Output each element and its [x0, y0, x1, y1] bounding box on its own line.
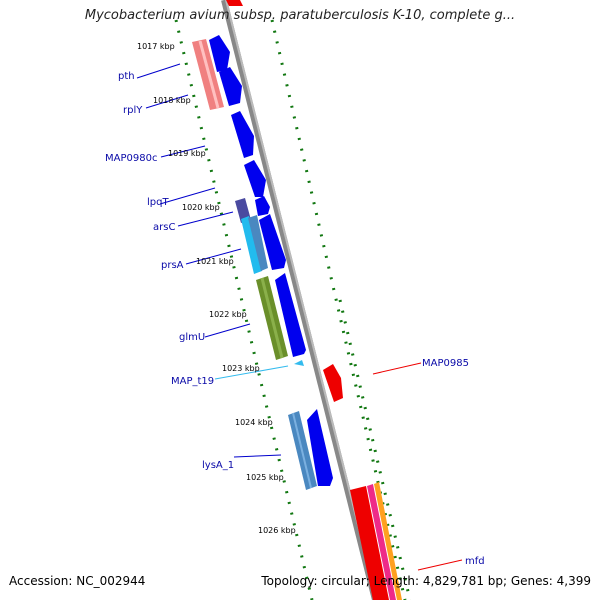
tick-label: 1018 kbp: [153, 96, 191, 105]
tick-label: 1019 kbp: [168, 149, 206, 158]
gene-leader-lines: [136, 63, 282, 458]
gene-label-glmU[interactable]: glmU: [179, 332, 205, 343]
gene-label-pth[interactable]: pth: [118, 71, 135, 82]
feature-MAP_t19[interactable]: [294, 360, 304, 366]
gene-label-prsA[interactable]: prsA: [161, 260, 184, 271]
tick-label: 1021 kbp: [196, 257, 234, 266]
tick-label: 1023 kbp: [222, 364, 260, 373]
cds-arrow: [219, 67, 242, 106]
gene-label-mfd[interactable]: mfd: [465, 556, 485, 567]
feature-MAP0985[interactable]: [323, 364, 343, 402]
outer-tick-ring-left: [174, 19, 314, 600]
cds-arrow: [209, 35, 230, 72]
gene-label-MAP_t19[interactable]: MAP_t19: [171, 376, 214, 387]
tick-label: 1022 kbp: [209, 310, 247, 319]
cds-arrow: [255, 196, 270, 216]
cds-arrow: [259, 214, 286, 270]
feature-arsC[interactable]: [241, 216, 262, 274]
cds-arrow: [231, 111, 254, 158]
gene-label-arsC[interactable]: arsC: [153, 222, 175, 233]
feature-top-red[interactable]: [226, 0, 243, 6]
tick-label: 1020 kbp: [182, 203, 220, 212]
feature-mfd-red[interactable]: [350, 486, 389, 600]
cds-arrow: [275, 273, 306, 357]
gene-label-MAP0980c[interactable]: MAP0980c: [105, 153, 157, 164]
map-title: Mycobacterium avium subsp. paratuberculo…: [84, 8, 516, 23]
tick-label: 1025 kbp: [246, 473, 284, 482]
tick-label: 1024 kbp: [235, 418, 273, 427]
topology-text: Topology: circular; Length: 4,829,781 bp…: [261, 574, 591, 588]
feature-mfd-pink[interactable]: [367, 484, 396, 600]
gene-label-lpqT[interactable]: lpqT: [147, 197, 169, 208]
gene-label-rplY[interactable]: rplY: [123, 105, 143, 116]
tick-label: 1026 kbp: [258, 526, 296, 535]
feature-mfd-orange[interactable]: [374, 482, 402, 600]
cds-arrow: [307, 409, 333, 486]
gene-label-lysA_1[interactable]: lysA_1: [202, 460, 234, 471]
cds-arrow-group[interactable]: [209, 35, 333, 486]
accession-text: Accession: NC_002944: [9, 574, 146, 588]
gene-label-MAP0985[interactable]: MAP0985: [422, 358, 469, 369]
backbone-line: [221, 0, 378, 600]
outer-dotted-ring-right: [338, 299, 412, 600]
cds-arrow: [244, 160, 266, 197]
feature-prsA[interactable]: [248, 215, 268, 271]
tick-label: 1017 kbp: [137, 42, 175, 51]
